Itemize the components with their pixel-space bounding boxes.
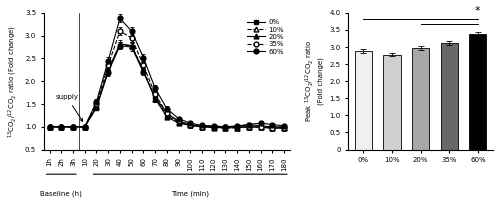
Legend: 0%, 10%, 20%, 35%, 60%: 0%, 10%, 20%, 35%, 60% <box>244 16 286 57</box>
Y-axis label: $^{13}$CO$_2$/$^{12}$CO$_2$ ratio (Fold change): $^{13}$CO$_2$/$^{12}$CO$_2$ ratio (Fold … <box>7 25 19 138</box>
Text: Time (min): Time (min) <box>171 191 209 197</box>
Y-axis label: Peak $^{13}$CO$_2$/$^{12}$CO$_2$ ratio
(Fold change): Peak $^{13}$CO$_2$/$^{12}$CO$_2$ ratio (… <box>304 40 324 122</box>
Text: Baseline (h): Baseline (h) <box>40 191 82 197</box>
Bar <box>440 43 458 150</box>
Bar <box>384 54 400 150</box>
Bar <box>470 34 486 150</box>
Text: supply: supply <box>56 95 82 121</box>
Bar <box>412 48 429 150</box>
Bar <box>355 51 372 150</box>
Text: *: * <box>475 6 480 16</box>
